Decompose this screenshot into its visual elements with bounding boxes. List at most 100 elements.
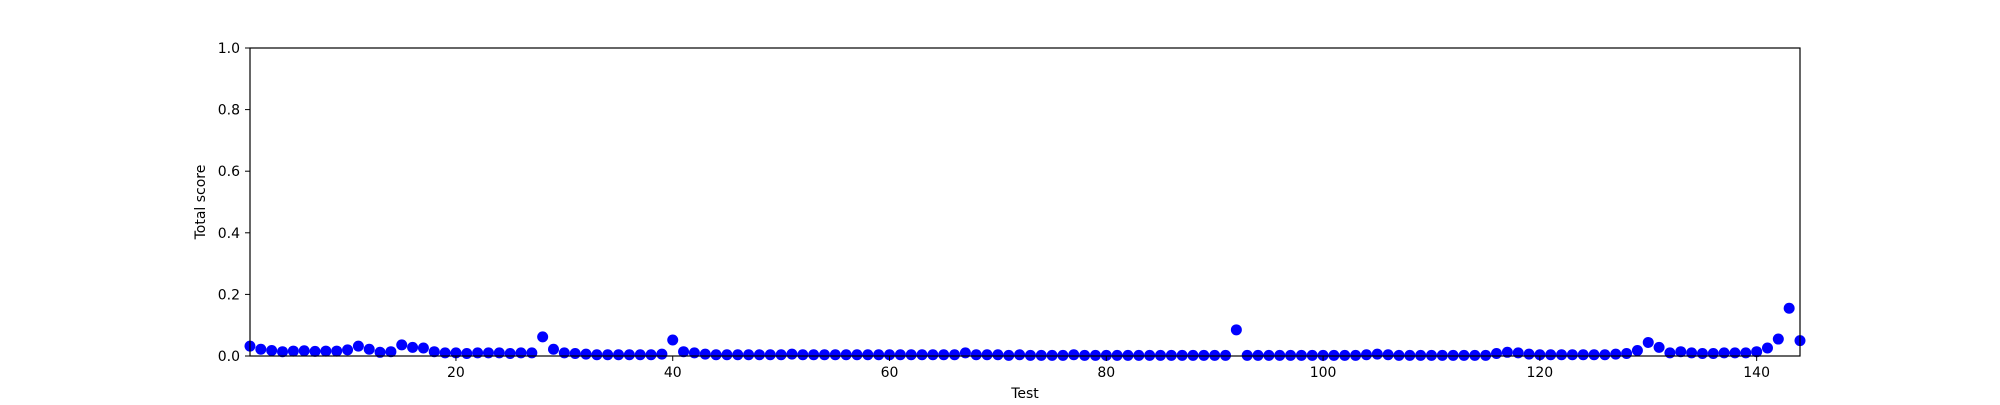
data-point	[1154, 349, 1166, 361]
data-point	[1621, 348, 1633, 360]
data-point	[1751, 346, 1763, 358]
data-point	[1393, 349, 1405, 361]
data-point	[786, 348, 798, 360]
data-point	[623, 349, 635, 361]
data-point	[1144, 349, 1156, 361]
data-point	[1501, 346, 1513, 358]
data-point	[1176, 349, 1188, 361]
data-point	[1686, 347, 1698, 359]
data-point	[1220, 349, 1232, 361]
data-point	[851, 349, 863, 361]
data-point	[1014, 349, 1026, 361]
data-point	[1740, 347, 1752, 359]
data-point	[1696, 348, 1708, 360]
data-point	[1577, 349, 1589, 361]
data-point	[298, 345, 310, 357]
data-point	[547, 343, 559, 355]
data-point	[1610, 348, 1622, 360]
data-point	[396, 339, 408, 351]
data-point	[970, 349, 982, 361]
x-axis-label: Test	[1010, 386, 1039, 400]
data-point	[1328, 349, 1340, 361]
data-point	[1198, 349, 1210, 361]
data-point	[992, 349, 1004, 361]
data-point	[1209, 349, 1221, 361]
data-point	[287, 345, 299, 357]
data-point	[493, 347, 505, 359]
y-tick-label: 0.4	[218, 226, 240, 242]
data-point	[1350, 349, 1362, 361]
data-point	[862, 349, 874, 361]
data-point	[439, 347, 451, 359]
data-point	[1523, 348, 1535, 360]
data-point	[699, 348, 711, 360]
data-point	[482, 347, 494, 359]
data-points	[244, 302, 1806, 361]
data-point	[938, 349, 950, 361]
data-point	[1469, 349, 1481, 361]
data-point	[1079, 349, 1091, 361]
x-tick-label: 120	[1526, 365, 1553, 381]
data-point	[829, 349, 841, 361]
data-point	[1274, 349, 1286, 361]
y-axis-label: Total score	[193, 165, 209, 241]
data-point	[1761, 342, 1773, 354]
data-point	[905, 349, 917, 361]
data-point	[1263, 349, 1275, 361]
data-point	[1772, 333, 1784, 345]
data-point	[1588, 349, 1600, 361]
data-point	[515, 347, 527, 359]
data-point	[1729, 347, 1741, 359]
data-point	[461, 348, 473, 360]
data-point	[1111, 349, 1123, 361]
data-point	[537, 331, 549, 343]
data-point	[255, 343, 267, 355]
y-tick-label: 0.6	[218, 164, 240, 180]
data-point	[1187, 349, 1199, 361]
x-tick-label: 140	[1743, 365, 1770, 381]
data-point	[688, 347, 700, 359]
x-tick-label: 20	[447, 365, 465, 381]
data-point	[1382, 349, 1394, 361]
data-point	[1230, 324, 1242, 336]
data-point	[1783, 302, 1795, 314]
data-point	[1122, 349, 1134, 361]
data-point	[266, 344, 278, 356]
data-point	[797, 349, 809, 361]
data-point	[331, 345, 343, 357]
data-point	[602, 349, 614, 361]
axes-frame	[249, 47, 1801, 357]
data-point	[1534, 349, 1546, 361]
data-point	[1252, 349, 1264, 361]
x-tick-label: 100	[1310, 365, 1337, 381]
data-point	[1371, 348, 1383, 360]
x-axis-ticks: 20 40 60 80 100 120 140	[447, 356, 1770, 381]
data-point	[721, 349, 733, 361]
data-point	[569, 348, 581, 360]
data-point	[634, 349, 646, 361]
data-point	[1707, 348, 1719, 360]
data-point	[1631, 344, 1643, 356]
data-point	[1100, 349, 1112, 361]
y-tick-label: 0.8	[218, 103, 240, 119]
data-point	[277, 346, 289, 358]
data-point	[580, 348, 592, 360]
data-point	[818, 349, 830, 361]
data-point	[613, 349, 625, 361]
data-point	[1556, 349, 1568, 361]
data-point	[949, 349, 961, 361]
data-point	[1512, 347, 1524, 359]
data-point	[981, 349, 993, 361]
data-point	[385, 346, 397, 358]
data-point	[1133, 349, 1145, 361]
y-tick-label: 0.2	[218, 287, 240, 303]
data-point	[753, 349, 765, 361]
data-point	[1718, 347, 1730, 359]
data-point	[1545, 349, 1557, 361]
data-point	[558, 347, 570, 359]
data-point	[1068, 349, 1080, 361]
x-tick-label: 80	[1097, 365, 1115, 381]
data-point	[678, 346, 690, 358]
data-point	[1057, 349, 1069, 361]
data-point	[428, 346, 440, 358]
